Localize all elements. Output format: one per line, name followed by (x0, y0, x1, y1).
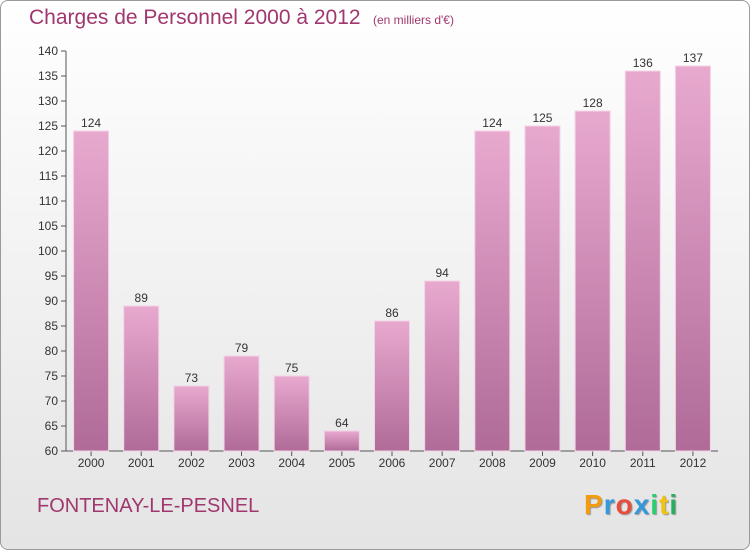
bar-value-label: 125 (532, 111, 552, 125)
y-tick-label: 85 (45, 319, 59, 333)
bar-value-label: 79 (235, 341, 249, 355)
y-tick-label: 70 (45, 394, 59, 408)
x-tick-label: 2003 (228, 456, 255, 470)
y-tick-label: 140 (38, 44, 58, 58)
x-tick-label: 2007 (429, 456, 456, 470)
chart-bars (73, 65, 711, 452)
brand-letter: i (669, 489, 679, 520)
x-tick-label: 2009 (529, 456, 556, 470)
x-tick-label: 2010 (579, 456, 606, 470)
brand-letter: r (603, 489, 616, 520)
bar-value-label: 86 (385, 306, 399, 320)
bar-value-label: 64 (335, 416, 349, 430)
y-tick-label: 115 (39, 169, 58, 183)
bar-value-label: 124 (81, 116, 101, 130)
y-tick-label: 75 (45, 369, 59, 383)
chart-title: Charges de Personnel 2000 à 2012 (29, 6, 361, 29)
x-tick-label: 2011 (630, 456, 656, 470)
y-tick-label: 110 (39, 194, 58, 208)
brand-logo: Proxiti (584, 489, 678, 521)
bar (574, 110, 611, 452)
bar-value-label: 89 (135, 291, 149, 305)
bar (73, 130, 110, 452)
brand-letter: x (633, 489, 651, 520)
place-name: FONTENAY-LE-PESNEL (37, 495, 260, 517)
chart-subtitle: (en milliers d'€) (373, 13, 454, 27)
brand-letter: P (584, 489, 604, 520)
bar (323, 430, 360, 452)
bar (674, 65, 711, 452)
bar (624, 70, 661, 452)
y-tick-label: 95 (45, 269, 59, 283)
x-tick-label: 2012 (680, 456, 707, 470)
brand-letter: t (659, 489, 670, 520)
x-tick-label: 2005 (328, 456, 355, 470)
x-tick-label: 2002 (178, 456, 205, 470)
y-tick-label: 120 (38, 144, 58, 158)
y-tick-label: 60 (45, 444, 59, 458)
y-tick-label: 105 (38, 219, 58, 233)
bar-value-label: 124 (482, 116, 502, 130)
bar-value-label: 137 (683, 51, 703, 65)
bar-value-label: 136 (633, 56, 653, 70)
bar-value-label: 94 (435, 266, 449, 280)
y-tick-label: 100 (38, 244, 58, 258)
y-tick-label: 65 (45, 419, 59, 433)
bar (474, 130, 511, 452)
brand-letter: i (650, 489, 660, 520)
x-tick-label: 2004 (278, 456, 305, 470)
x-tick-label: 2008 (479, 456, 506, 470)
y-tick-label: 80 (45, 344, 59, 358)
x-tick-label: 2001 (128, 456, 155, 470)
y-tick-label: 135 (38, 69, 58, 83)
y-tick-label: 130 (38, 94, 58, 108)
bar-value-label: 75 (285, 361, 299, 375)
bar (524, 125, 561, 452)
brand-letter: o (615, 489, 634, 520)
bar-value-label: 73 (185, 371, 199, 385)
bar (123, 305, 160, 452)
bar (223, 355, 260, 452)
x-tick-label: 2006 (379, 456, 406, 470)
bar (374, 320, 410, 452)
bar (273, 375, 310, 452)
bar (173, 385, 210, 452)
x-tick-label: 2000 (78, 456, 105, 470)
bar (424, 280, 461, 452)
y-tick-label: 90 (45, 294, 59, 308)
y-tick-label: 125 (38, 119, 58, 133)
chart-labels: 124 89 73 79 75 64 86 94 124 125 128 136 137 (81, 51, 703, 430)
bar-value-label: 128 (583, 96, 603, 110)
